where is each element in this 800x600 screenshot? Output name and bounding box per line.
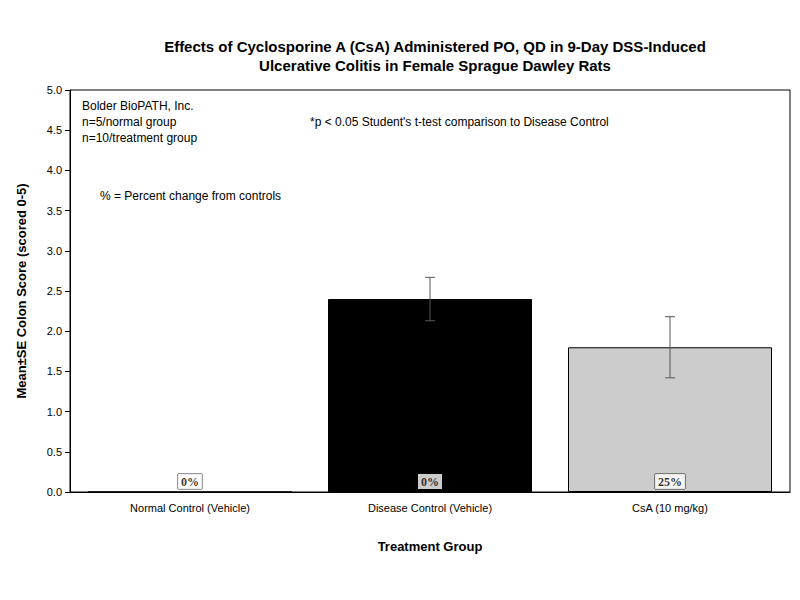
svg-text:0%: 0% (181, 475, 199, 489)
svg-text:Normal Control (Vehicle): Normal Control (Vehicle) (130, 502, 250, 514)
svg-text:2.5: 2.5 (47, 285, 62, 297)
svg-text:n=10/treatment group: n=10/treatment group (82, 131, 197, 145)
svg-text:*p < 0.05 Student's t-test com: *p < 0.05 Student's t-test comparison to… (310, 115, 609, 129)
svg-text:% = Percent change from contro: % = Percent change from controls (100, 189, 281, 203)
svg-text:3.5: 3.5 (47, 205, 62, 217)
svg-text:4.5: 4.5 (47, 124, 62, 136)
svg-text:Bolder BioPATH, Inc.: Bolder BioPATH, Inc. (82, 99, 194, 113)
svg-text:2.0: 2.0 (47, 325, 62, 337)
svg-text:Effects of Cyclosporine A (CsA: Effects of Cyclosporine A (CsA) Administ… (164, 38, 706, 55)
svg-text:0.5: 0.5 (47, 446, 62, 458)
svg-text:5.0: 5.0 (47, 84, 62, 96)
svg-text:3.0: 3.0 (47, 245, 62, 257)
svg-text:Treatment Group: Treatment Group (378, 539, 483, 554)
svg-text:25%: 25% (658, 475, 682, 489)
svg-text:0%: 0% (421, 475, 439, 489)
svg-text:Disease Control (Vehicle): Disease Control (Vehicle) (368, 502, 492, 514)
svg-text:1.0: 1.0 (47, 406, 62, 418)
svg-text:Ulcerative Colitis in Female S: Ulcerative Colitis in Female Sprague Daw… (259, 57, 611, 74)
svg-text:Mean±SE Colon Score (scored 0-: Mean±SE Colon Score (scored 0-5) (14, 183, 29, 398)
svg-text:CsA (10 mg/kg): CsA (10 mg/kg) (632, 502, 708, 514)
svg-text:4.0: 4.0 (47, 164, 62, 176)
svg-text:0.0: 0.0 (47, 486, 62, 498)
svg-text:1.5: 1.5 (47, 365, 62, 377)
svg-text:n=5/normal group: n=5/normal group (82, 115, 177, 129)
